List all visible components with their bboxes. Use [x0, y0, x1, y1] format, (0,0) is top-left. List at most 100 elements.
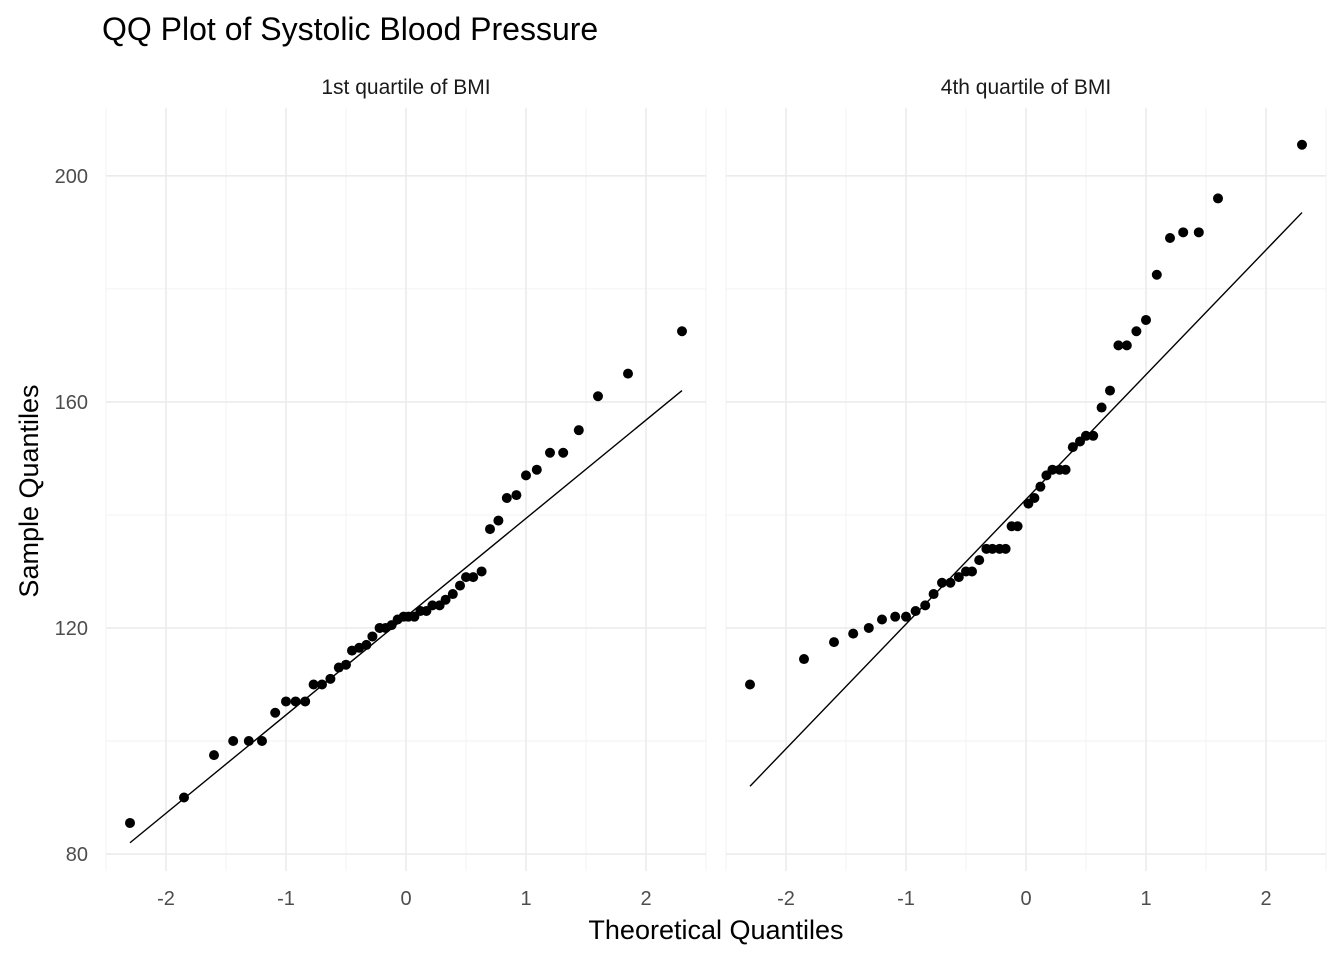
facet-panel-2: 4th quartile of BMI -2 -1 0 1 2	[725, 76, 1327, 910]
data-point	[125, 817, 135, 828]
chart-title: QQ Plot of Systolic Blood Pressure	[102, 11, 598, 47]
data-point	[1000, 543, 1011, 554]
x-tick-label: 0	[400, 888, 411, 910]
data-point	[1012, 521, 1023, 532]
data-point	[468, 572, 479, 583]
data-point	[945, 577, 956, 588]
x-tick-label: 0	[1020, 888, 1031, 910]
data-point	[863, 622, 874, 633]
data-point	[1131, 326, 1142, 337]
y-tick-label: 160	[55, 392, 88, 414]
data-point	[1151, 269, 1162, 280]
data-point	[1029, 492, 1040, 503]
y-tick-label: 80	[66, 844, 88, 866]
panel-gridlines	[105, 108, 707, 871]
data-point	[920, 600, 931, 611]
x-axis-title: Theoretical Quantiles	[588, 915, 843, 945]
data-point	[573, 425, 584, 436]
data-points	[745, 139, 1307, 690]
y-axis-title: Sample Quantiles	[14, 384, 44, 597]
data-point	[476, 566, 487, 577]
x-tick-label: -2	[157, 888, 175, 910]
data-point	[270, 707, 281, 718]
data-point	[485, 524, 495, 535]
data-point	[501, 492, 512, 503]
data-point	[1165, 232, 1175, 243]
data-point	[799, 654, 809, 665]
facet-strip-label: 4th quartile of BMI	[941, 76, 1111, 99]
data-point	[928, 589, 939, 600]
x-tick-label: 2	[640, 888, 651, 910]
data-point	[493, 515, 504, 526]
data-point	[1178, 227, 1189, 238]
data-point	[890, 611, 901, 622]
data-point	[937, 577, 947, 588]
data-point	[910, 606, 921, 617]
y-tick-label: 200	[55, 166, 88, 188]
data-point	[1113, 340, 1124, 351]
data-point	[745, 679, 755, 690]
facet-panel-1: 1st quartile of BMI -2 -1 0 1 2	[105, 76, 707, 910]
data-point	[987, 543, 998, 554]
data-point	[1193, 227, 1204, 238]
x-tick-label: -1	[277, 888, 295, 910]
data-point	[427, 600, 438, 611]
data-point	[1035, 481, 1046, 492]
data-point	[545, 447, 555, 458]
data-point	[1297, 139, 1307, 150]
data-point	[290, 696, 301, 707]
data-point	[531, 464, 542, 475]
data-point	[901, 611, 911, 622]
x-axis-tick-labels: -2 -1 0 1 2	[777, 888, 1271, 910]
data-point	[848, 628, 859, 639]
panel-gridlines	[725, 108, 1327, 871]
data-point	[447, 589, 458, 600]
data-point	[521, 470, 531, 481]
x-tick-label: 2	[1260, 888, 1271, 910]
data-point	[367, 631, 378, 642]
data-point	[511, 490, 522, 501]
data-point	[1213, 193, 1223, 204]
data-point	[1105, 385, 1115, 396]
facet-strip-label: 1st quartile of BMI	[321, 76, 490, 99]
x-tick-label: 1	[520, 888, 531, 910]
data-point	[953, 572, 964, 583]
data-point	[593, 391, 603, 402]
data-point	[341, 659, 351, 670]
data-point	[1060, 464, 1071, 475]
y-axis-tick-labels: 80 120 160 200	[55, 166, 88, 866]
x-tick-label: -2	[777, 888, 795, 910]
data-point	[461, 572, 471, 583]
data-point	[967, 566, 977, 577]
data-point	[1081, 430, 1091, 441]
data-point	[317, 679, 327, 690]
data-point	[325, 673, 336, 684]
data-point	[623, 368, 633, 379]
data-point	[1121, 340, 1132, 351]
data-point	[361, 639, 372, 650]
data-point	[257, 736, 267, 747]
data-point	[440, 594, 451, 605]
data-point	[829, 637, 839, 648]
data-point	[300, 696, 311, 707]
data-point	[243, 736, 254, 747]
x-axis-tick-labels: -2 -1 0 1 2	[157, 888, 651, 910]
data-point	[677, 326, 687, 337]
data-point	[974, 555, 985, 566]
data-point	[1141, 314, 1151, 325]
x-tick-label: 1	[1140, 888, 1151, 910]
data-point	[1047, 464, 1058, 475]
data-point	[308, 679, 319, 690]
y-tick-label: 120	[55, 618, 88, 640]
data-point	[228, 736, 239, 747]
data-points	[125, 326, 687, 828]
data-point	[179, 792, 189, 803]
data-point	[1096, 402, 1107, 413]
data-point	[558, 447, 569, 458]
data-point	[455, 580, 465, 591]
x-tick-label: -1	[897, 888, 915, 910]
data-point	[1088, 430, 1099, 441]
data-point	[209, 750, 219, 761]
data-point	[281, 696, 291, 707]
